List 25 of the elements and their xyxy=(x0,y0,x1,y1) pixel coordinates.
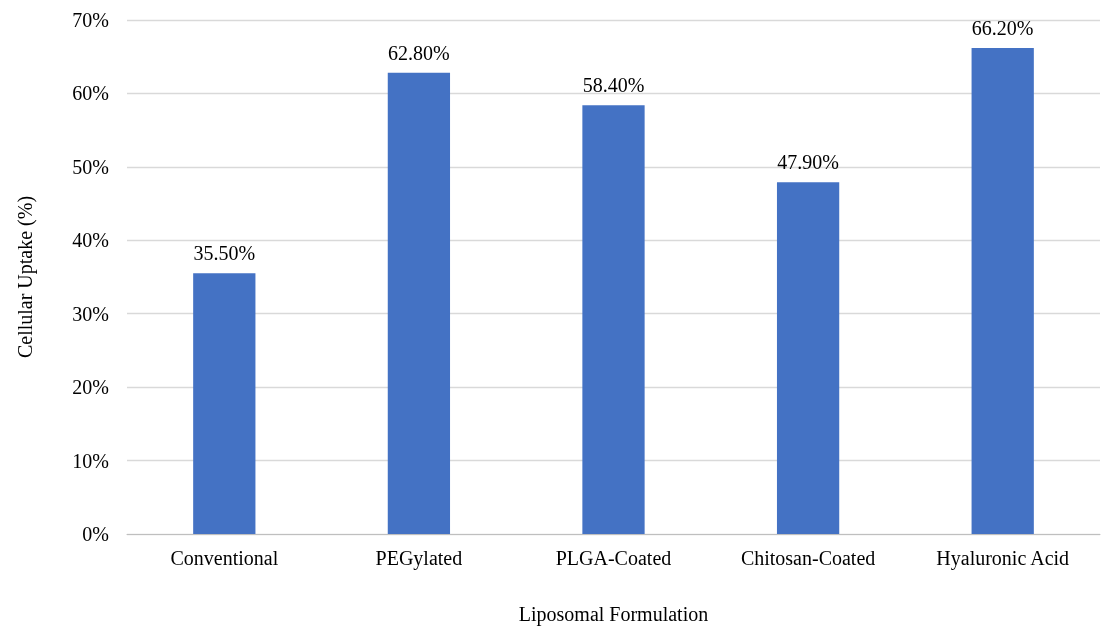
y-axis-title: Cellular Uptake (%) xyxy=(14,195,37,359)
y-tick-label: 10% xyxy=(72,449,109,472)
y-tick-label: 0% xyxy=(82,523,109,545)
y-tick-label: 60% xyxy=(72,82,109,105)
bar xyxy=(582,105,645,534)
x-tick-label: Chitosan-Coated xyxy=(740,547,876,569)
bar xyxy=(193,273,256,534)
bar xyxy=(971,47,1034,534)
x-tick-label: PEGylated xyxy=(375,547,463,570)
data-label: 47.90% xyxy=(777,151,839,174)
x-tick-label: Conventional xyxy=(170,547,279,569)
data-label: 66.20% xyxy=(971,16,1034,39)
y-tick-label: 30% xyxy=(72,302,109,325)
x-tick-label: Hyaluronic Acid xyxy=(936,547,1070,570)
bar xyxy=(387,72,451,534)
y-tick-label: 50% xyxy=(72,155,109,178)
data-label: 58.40% xyxy=(582,74,645,97)
data-label: 62.80% xyxy=(388,41,450,64)
y-tick-label: 20% xyxy=(72,376,109,399)
y-tick-label: 70% xyxy=(72,9,109,31)
data-label: 35.50% xyxy=(193,242,256,265)
x-axis-title: Liposomal Formulation xyxy=(518,603,709,626)
y-tick-label: 40% xyxy=(72,229,109,252)
bar xyxy=(776,182,840,534)
x-tick-label: PLGA-Coated xyxy=(555,547,672,569)
